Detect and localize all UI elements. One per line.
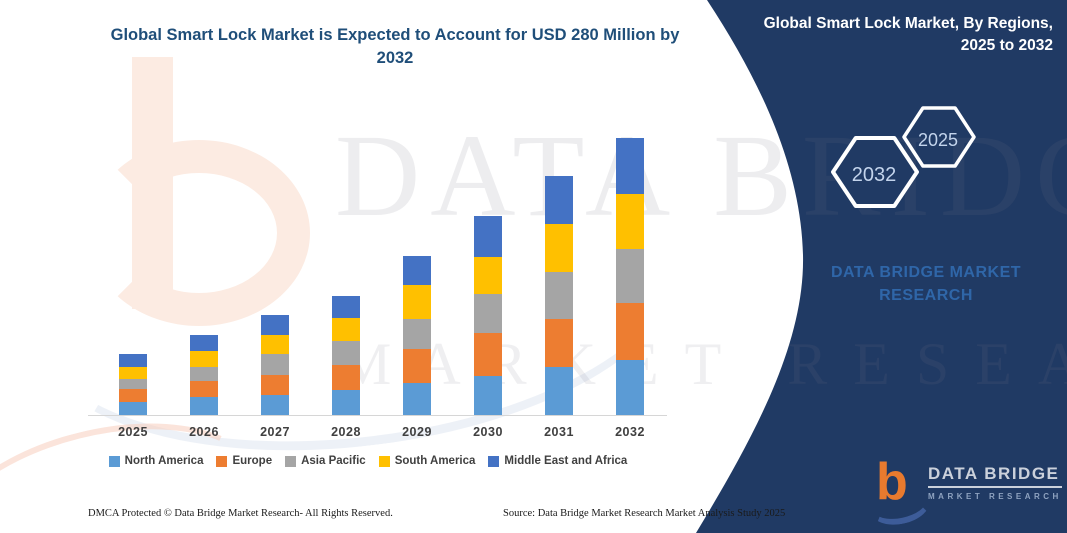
logo-text: DATA BRIDGE MARKET RESEARCH — [928, 458, 1062, 501]
panel-brand-text: DATA BRIDGE MARKET RESEARCH — [790, 261, 1062, 307]
panel-title: Global Smart Lock Market, By Regions, 20… — [713, 13, 1053, 58]
chart-title: Global Smart Lock Market is Expected to … — [110, 26, 680, 68]
bar-2030 — [474, 216, 502, 415]
dmca-copyright-text: DMCA Protected © Data Bridge Market Rese… — [88, 508, 393, 519]
legend-swatch-icon — [216, 455, 228, 467]
bar-segment-2028-asia-pacific — [332, 341, 360, 365]
bar-segment-2032-middle-east-and-africa — [616, 138, 644, 194]
legend-swatch-icon — [108, 455, 120, 467]
bar-2026 — [190, 335, 218, 415]
bar-segment-2031-north-america — [545, 367, 573, 415]
legend-label: North America — [124, 455, 204, 467]
legend-swatch-icon — [378, 455, 390, 467]
bar-segment-2031-middle-east-and-africa — [545, 176, 573, 224]
bar-segment-2025-north-america — [119, 402, 147, 415]
panel-swoosh-shape — [696, 0, 1067, 533]
bar-segment-2026-south-america — [190, 351, 218, 367]
bar-2028 — [332, 296, 360, 415]
bar-2027 — [261, 315, 289, 415]
hexagon-2025-label: 2025 — [918, 130, 958, 150]
panel-title-line1: Global Smart Lock Market, By Regions, — [763, 15, 1053, 32]
legend-item-asia-pacific: Asia Pacific — [285, 455, 366, 467]
hexagon-2025-outline — [902, 106, 976, 168]
bar-segment-2026-north-america — [190, 397, 218, 415]
legend-label: Europe — [232, 455, 273, 467]
panel-brand-line1: DATA BRIDGE MARKET — [830, 264, 1022, 281]
bar-segment-2026-asia-pacific — [190, 367, 218, 381]
bar-segment-2028-europe — [332, 365, 360, 390]
x-axis-label-2028: 2028 — [331, 425, 361, 439]
x-axis-label-2032: 2032 — [615, 425, 645, 439]
legend-label: Middle East and Africa — [504, 455, 628, 467]
bar-segment-2030-middle-east-and-africa — [474, 216, 502, 257]
x-axis-label-2030: 2030 — [473, 425, 503, 439]
legend-label: Asia Pacific — [301, 455, 366, 467]
bar-segment-2027-europe — [261, 375, 289, 395]
panel-brand-line2: RESEARCH — [879, 287, 973, 305]
bar-segment-2025-asia-pacific — [119, 379, 147, 389]
bar-segment-2028-north-america — [332, 390, 360, 415]
source-text: Source: Data Bridge Market Research Mark… — [503, 508, 786, 519]
hexagon-2032-label: 2032 — [852, 164, 897, 186]
bar-segment-2029-europe — [403, 349, 431, 383]
bar-segment-2032-south-america — [616, 194, 644, 249]
legend-item-north-america: North America — [108, 455, 204, 467]
bar-segment-2026-middle-east-and-africa — [190, 335, 218, 351]
logo-subtitle: MARKET RESEARCH — [928, 492, 1062, 501]
bar-segment-2032-asia-pacific — [616, 249, 644, 303]
bar-segment-2031-south-america — [545, 224, 573, 272]
bar-segment-2032-north-america — [616, 360, 644, 415]
bar-segment-2025-europe — [119, 389, 147, 402]
bar-segment-2027-north-america — [261, 395, 289, 415]
x-axis-label-2027: 2027 — [260, 425, 290, 439]
x-axis-label-2031: 2031 — [544, 425, 574, 439]
bar-2031 — [545, 176, 573, 415]
bar-segment-2029-south-america — [403, 285, 431, 319]
bar-segment-2030-asia-pacific — [474, 294, 502, 333]
hexagon-2032-outline — [831, 136, 919, 208]
bar-2032 — [616, 138, 644, 415]
legend-label: South America — [394, 455, 476, 467]
bar-segment-2025-middle-east-and-africa — [119, 354, 147, 367]
logo-b-mark: b — [866, 453, 934, 530]
bar-2025 — [119, 354, 147, 415]
legend-item-south-america: South America — [378, 455, 476, 467]
legend-swatch-icon — [488, 455, 500, 467]
bar-segment-2027-south-america — [261, 335, 289, 354]
bar-segment-2030-europe — [474, 333, 502, 376]
bar-segment-2032-europe — [616, 303, 644, 360]
bar-segment-2026-europe — [190, 381, 218, 397]
bar-2029 — [403, 256, 431, 415]
x-axis-label-2026: 2026 — [189, 425, 219, 439]
panel-title-line2: 2025 to 2032 — [960, 37, 1053, 55]
logo-name: DATA BRIDGE — [928, 464, 1062, 488]
bar-segment-2031-asia-pacific — [545, 272, 573, 319]
bar-segment-2028-middle-east-and-africa — [332, 296, 360, 318]
legend-item-middle-east-and-africa: Middle East and Africa — [488, 455, 627, 467]
x-axis-label-2029: 2029 — [402, 425, 432, 439]
bar-segment-2029-middle-east-and-africa — [403, 256, 431, 285]
company-logo: b DATA BRIDGE MARKET RESEARCH — [866, 453, 1062, 530]
bar-segment-2025-south-america — [119, 367, 147, 379]
bar-segment-2027-asia-pacific — [261, 354, 289, 375]
logo-b-icon: b — [876, 453, 908, 511]
bar-segment-2029-north-america — [403, 383, 431, 415]
bar-segment-2027-middle-east-and-africa — [261, 315, 289, 335]
chart-legend: North America Europe Asia Pacific South Ame… — [88, 455, 648, 467]
x-axis-line — [88, 415, 667, 416]
bar-segment-2030-south-america — [474, 257, 502, 294]
legend-swatch-icon — [285, 455, 297, 467]
bar-segment-2028-south-america — [332, 318, 360, 341]
bar-segment-2031-europe — [545, 319, 573, 367]
bar-segment-2029-asia-pacific — [403, 319, 431, 349]
stacked-bar-chart: 2025 2026 2027 2028 2029 2030 2031 2032 — [0, 130, 700, 439]
bar-segment-2030-north-america — [474, 376, 502, 415]
x-axis-label-2025: 2025 — [118, 425, 148, 439]
legend-item-europe: Europe — [216, 455, 272, 467]
